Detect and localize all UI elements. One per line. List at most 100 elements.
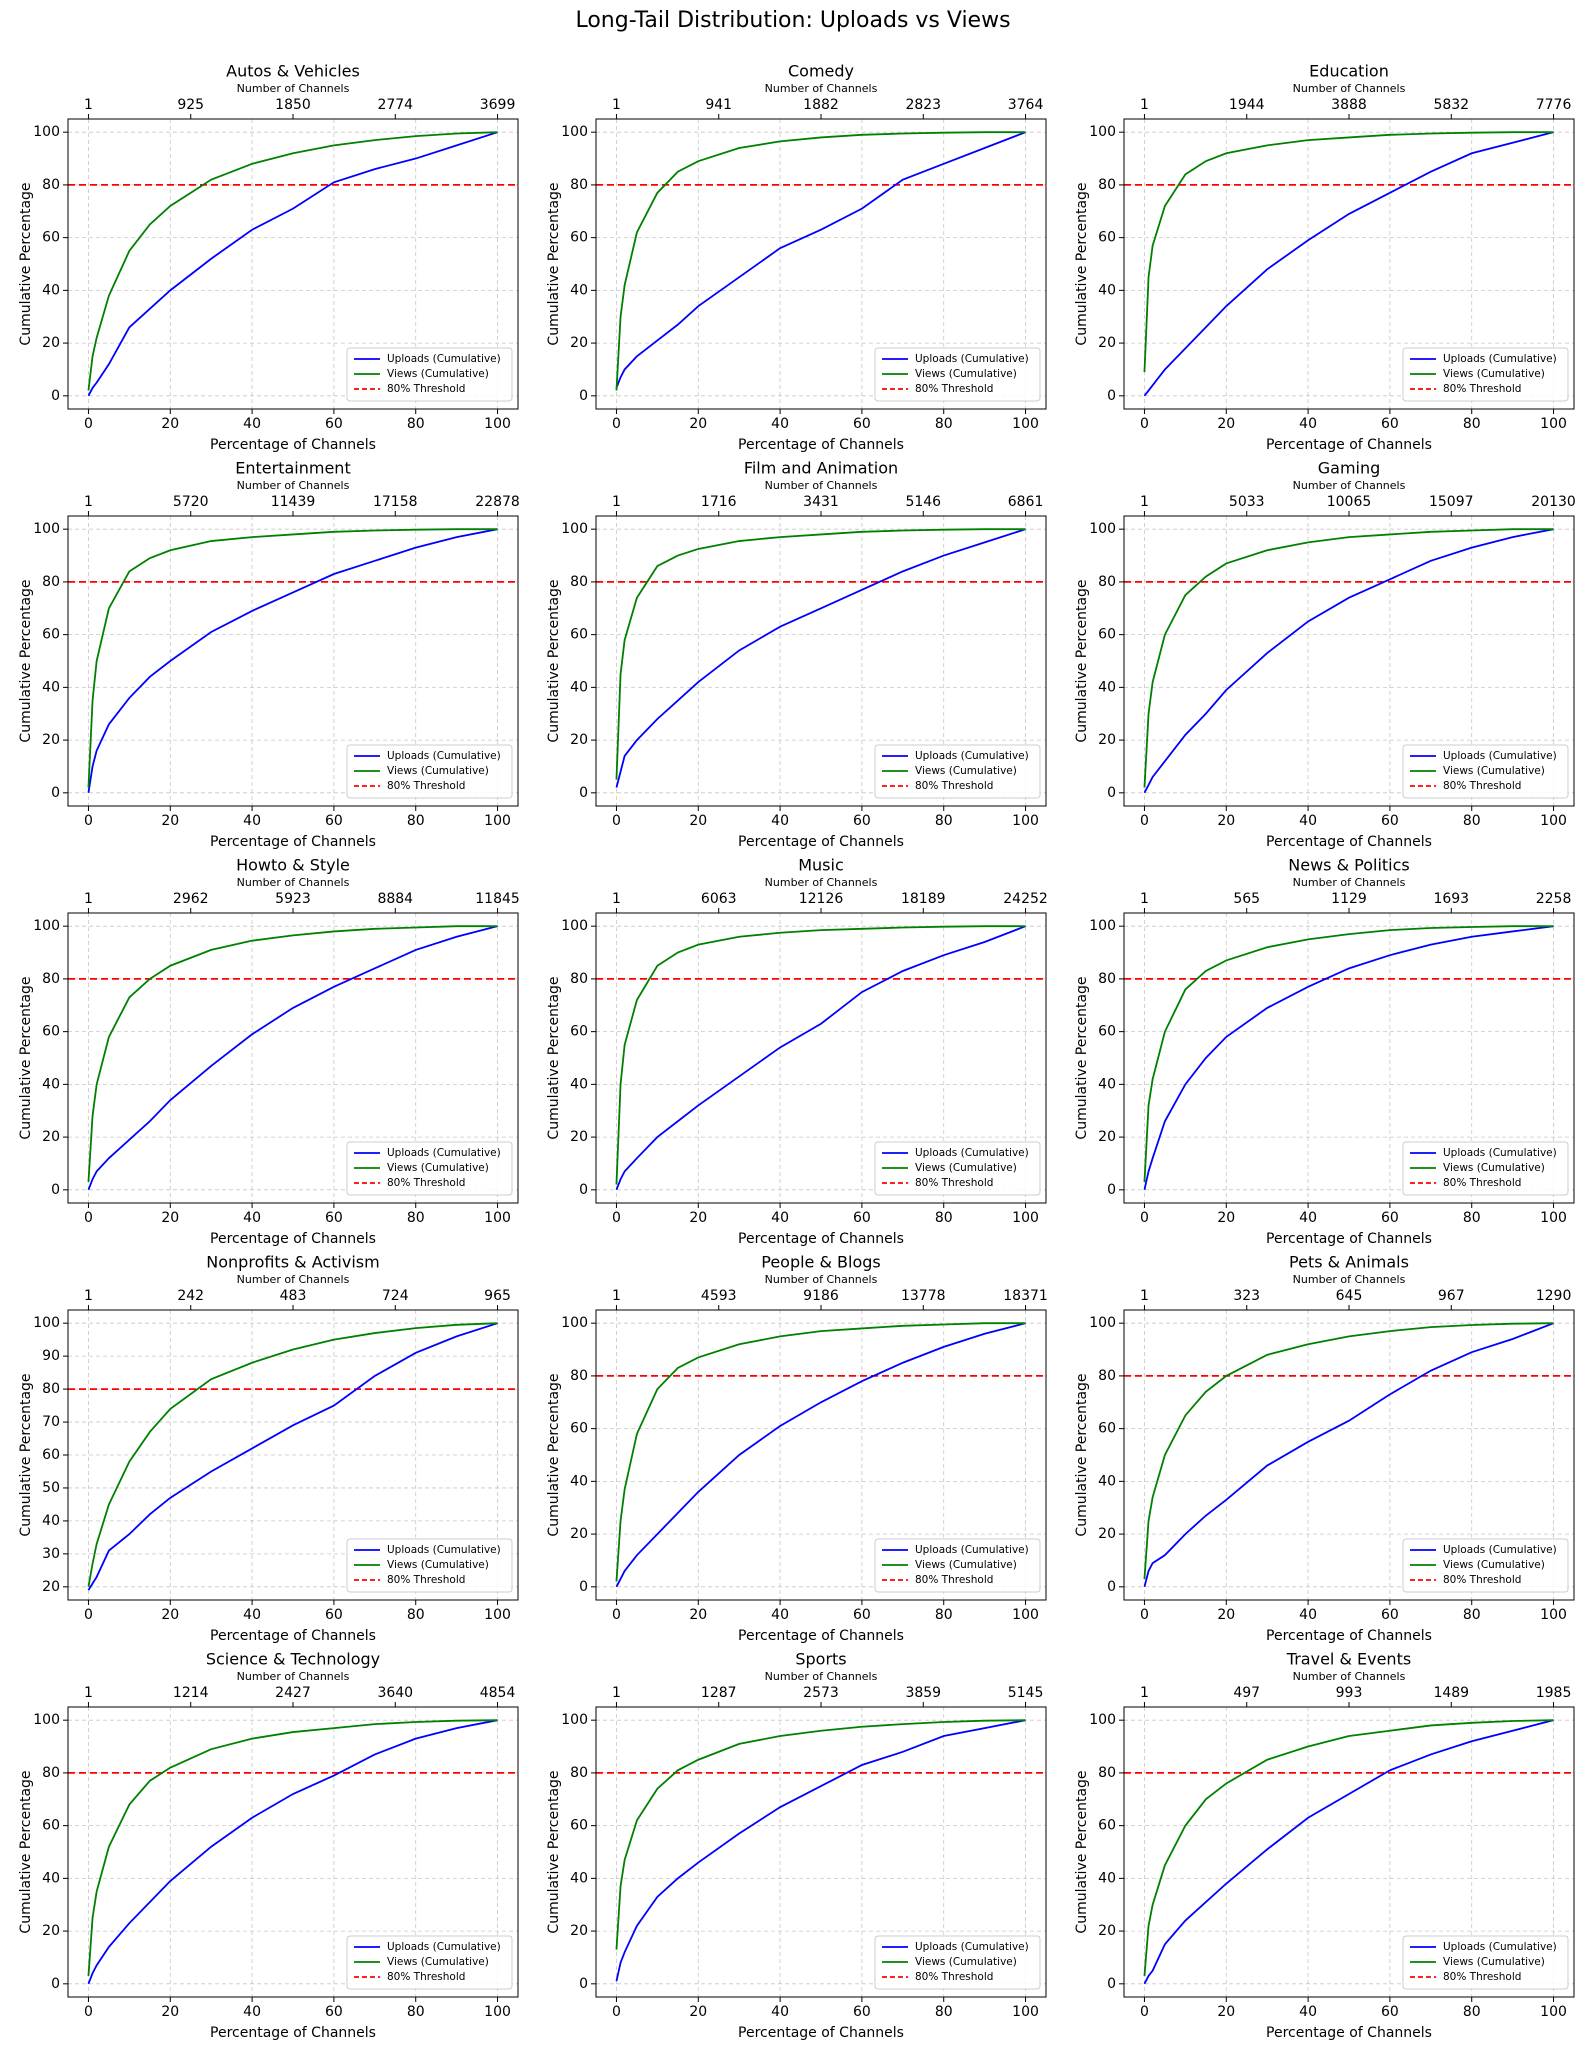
x-tick-label: 20 [161, 813, 179, 829]
legend: Uploads (Cumulative) Views (Cumulative) 80… [874, 1538, 1041, 1593]
y-tick-label: 20 [570, 732, 588, 748]
y-tick-label: 20 [570, 335, 588, 351]
subplot: 0 20 40 60 80 100 0 20 40 60 80 100 1 6063 12126 18189 2… [546, 856, 1048, 1248]
subplot-title: Science & Technology [206, 1650, 380, 1669]
x-tick-label: 80 [1463, 416, 1481, 432]
y-tick-label: 60 [42, 230, 60, 246]
x-tick-label: 80 [935, 416, 953, 432]
x2-tick-label: 1214 [173, 1685, 209, 1701]
y-tick-label: 60 [570, 1024, 588, 1040]
y-tick-label: 60 [570, 627, 588, 643]
y-tick-label: 0 [1107, 1182, 1116, 1198]
subplot: 0 20 40 60 80 100 0 20 40 60 80 100 1 1944 3888 5832 777… [1074, 62, 1575, 453]
legend-box [1402, 744, 1569, 799]
x2-axis-label: Number of Channels [765, 1670, 878, 1683]
x-tick-label: 60 [853, 2004, 871, 2020]
x-tick-label: 20 [161, 1210, 179, 1226]
y-tick-label: 0 [1107, 1579, 1116, 1595]
y-tick-label: 80 [1098, 574, 1116, 590]
legend-label: Uploads (Cumulative) [915, 750, 1029, 762]
x2-tick-label: 5146 [905, 494, 941, 510]
series-line [615, 1719, 1026, 1950]
series-line [615, 1322, 1026, 1582]
subplot-title: Entertainment [235, 459, 350, 478]
x-tick-label: 20 [161, 2004, 179, 2020]
x2-tick-label: 1 [1140, 97, 1149, 113]
y-axis-label: Cumulative Percentage [18, 1770, 34, 1933]
series-line [1143, 1719, 1554, 1976]
legend-box [874, 347, 1041, 402]
axes-frame [1123, 1706, 1575, 1998]
x2-axis-label: Number of Channels [1293, 479, 1406, 492]
y-tick-label: 100 [33, 521, 60, 537]
x2-tick-label: 12126 [799, 891, 844, 907]
subplot-title: Gaming [1318, 459, 1381, 478]
x2-tick-label: 11439 [271, 494, 316, 510]
y-tick-label: 50 [42, 1480, 60, 1496]
figure-title: Long-Tail Distribution: Uploads vs Views [575, 8, 1010, 33]
y-tick-label: 80 [1098, 971, 1116, 987]
legend: Uploads (Cumulative) Views (Cumulative) 80… [346, 1538, 513, 1593]
x-tick-label: 80 [1463, 1210, 1481, 1226]
y-tick-label: 80 [1098, 1368, 1116, 1384]
legend-label: Uploads (Cumulative) [915, 1147, 1029, 1159]
x-tick-label: 20 [689, 813, 707, 829]
x-tick-label: 100 [1012, 1210, 1039, 1226]
y-tick-label: 40 [1098, 282, 1116, 298]
y-tick-label: 40 [570, 1473, 588, 1489]
y-tick-label: 0 [579, 1976, 588, 1992]
x-tick-label: 60 [325, 416, 343, 432]
x2-tick-label: 17158 [373, 494, 418, 510]
y-tick-label: 60 [42, 1818, 60, 1834]
x-tick-label: 40 [243, 1210, 261, 1226]
legend-label: 80% Threshold [915, 1971, 993, 1983]
legend-label: Uploads (Cumulative) [387, 1941, 501, 1953]
x2-axis-label: Number of Channels [237, 479, 350, 492]
subplot-title: Howto & Style [236, 856, 350, 875]
y-tick-label: 40 [1098, 679, 1116, 695]
x-tick-label: 20 [689, 2004, 707, 2020]
x-tick-label: 20 [689, 1210, 707, 1226]
x2-tick-label: 22878 [475, 494, 520, 510]
x-tick-label: 60 [853, 1210, 871, 1226]
legend-label: Views (Cumulative) [915, 1162, 1017, 1174]
series-line [1143, 131, 1554, 397]
axes-frame [1123, 515, 1575, 807]
y-tick-label: 20 [42, 1923, 60, 1939]
y-tick-label: 40 [570, 282, 588, 298]
legend-box [874, 1141, 1041, 1196]
x2-tick-label: 967 [1438, 1288, 1465, 1304]
legend: Uploads (Cumulative) Views (Cumulative) 80… [874, 1141, 1041, 1196]
legend: Uploads (Cumulative) Views (Cumulative) 80… [1402, 347, 1569, 402]
y-tick-label: 0 [51, 1182, 60, 1198]
subplot: 0 20 40 60 80 100 0 20 40 60 80 100 1 5720 11439 17158 2… [18, 459, 520, 851]
x2-tick-label: 1 [84, 1685, 93, 1701]
y-tick-label: 60 [42, 1447, 60, 1463]
legend-box [1402, 347, 1569, 402]
x2-tick-label: 1 [1140, 1685, 1149, 1701]
series-line [87, 1719, 498, 1976]
x-tick-label: 40 [1299, 2004, 1317, 2020]
x2-tick-label: 1 [84, 1288, 93, 1304]
x-tick-label: 100 [484, 813, 511, 829]
x-tick-label: 100 [1540, 2004, 1567, 2020]
subplot: 0 20 40 60 80 100 0 20 40 60 80 100 1 925 1850 2774 3699… [18, 62, 519, 453]
y-tick-label: 100 [33, 124, 60, 140]
x2-tick-label: 5832 [1433, 97, 1469, 113]
x2-tick-label: 3699 [480, 97, 516, 113]
legend-label: 80% Threshold [1443, 1971, 1521, 1983]
legend: Uploads (Cumulative) Views (Cumulative) 80… [1402, 1538, 1569, 1593]
y-tick-label: 100 [561, 521, 588, 537]
x2-tick-label: 1850 [275, 97, 311, 113]
y-tick-label: 100 [1089, 918, 1116, 934]
legend-label: Views (Cumulative) [915, 1559, 1017, 1571]
x-tick-label: 80 [407, 416, 425, 432]
x2-tick-label: 1 [612, 1685, 621, 1701]
legend-box [874, 744, 1041, 799]
series-line [87, 528, 498, 788]
series-line [615, 528, 1026, 788]
x2-axis-label: Number of Channels [237, 1273, 350, 1286]
subplot: 0 20 40 60 80 100 0 20 40 60 80 100 1 1287 2573 3859 514… [546, 1650, 1047, 2041]
x-tick-label: 0 [84, 813, 93, 829]
y-tick-label: 80 [1098, 177, 1116, 193]
